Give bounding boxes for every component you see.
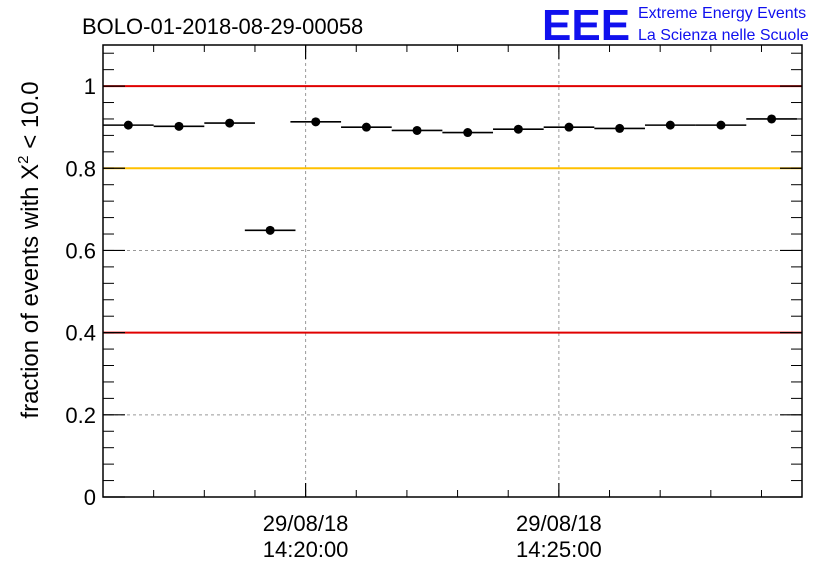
data-point — [767, 114, 777, 124]
data-point — [665, 120, 675, 130]
svg-text:fraction of events with X2 < 1: fraction of events with X2 < 10.0 — [15, 81, 44, 418]
chart-title: BOLO-01-2018-08-29-00058 — [82, 14, 363, 39]
data-point — [361, 122, 371, 132]
data-point — [716, 120, 726, 130]
data-point — [564, 122, 574, 132]
y-tick-label: 1 — [84, 74, 96, 99]
data-point — [174, 121, 184, 131]
y-tick-label: 0 — [84, 485, 96, 510]
reference-lines — [103, 85, 802, 334]
y-axis-label: fraction of events with X2 < 10.0 — [15, 81, 44, 418]
y-tick-label: 0.6 — [65, 238, 96, 263]
x-tick-time: 14:25:00 — [516, 537, 602, 562]
ylabel-suffix: < 10.0 — [17, 81, 44, 155]
data-point — [513, 124, 523, 134]
plot-frame — [102, 44, 803, 498]
y-tick-label: 0.4 — [65, 321, 96, 346]
y-tick-label: 0.2 — [65, 403, 96, 428]
ylabel-sup: 2 — [15, 155, 32, 163]
data-point — [311, 117, 321, 127]
y-tick-label: 0.8 — [65, 156, 96, 181]
data-point — [225, 118, 235, 128]
data-point — [615, 123, 625, 133]
x-tick-time: 14:20:00 — [263, 537, 349, 562]
x-tick-date: 29/08/18 — [263, 511, 349, 536]
eee-logo: EEE Extreme Energy Events La Scienza nel… — [542, 1, 809, 50]
logo-line1: Extreme Energy Events — [638, 5, 806, 22]
data-point — [463, 128, 473, 138]
grid — [103, 45, 802, 497]
data-point — [412, 125, 422, 135]
data-point — [265, 225, 275, 235]
data-point — [123, 120, 133, 130]
logo-mark: EEE — [542, 1, 630, 50]
x-tick-date: 29/08/18 — [516, 511, 602, 536]
axes: 00.20.40.60.8129/08/1814:20:0029/08/1814… — [65, 45, 802, 562]
ylabel-prefix: fraction of events with — [17, 180, 44, 419]
logo-line2: La Scienza nelle Scuole — [638, 27, 809, 44]
data-series — [103, 114, 797, 235]
ylabel-symbol: X — [17, 164, 44, 180]
